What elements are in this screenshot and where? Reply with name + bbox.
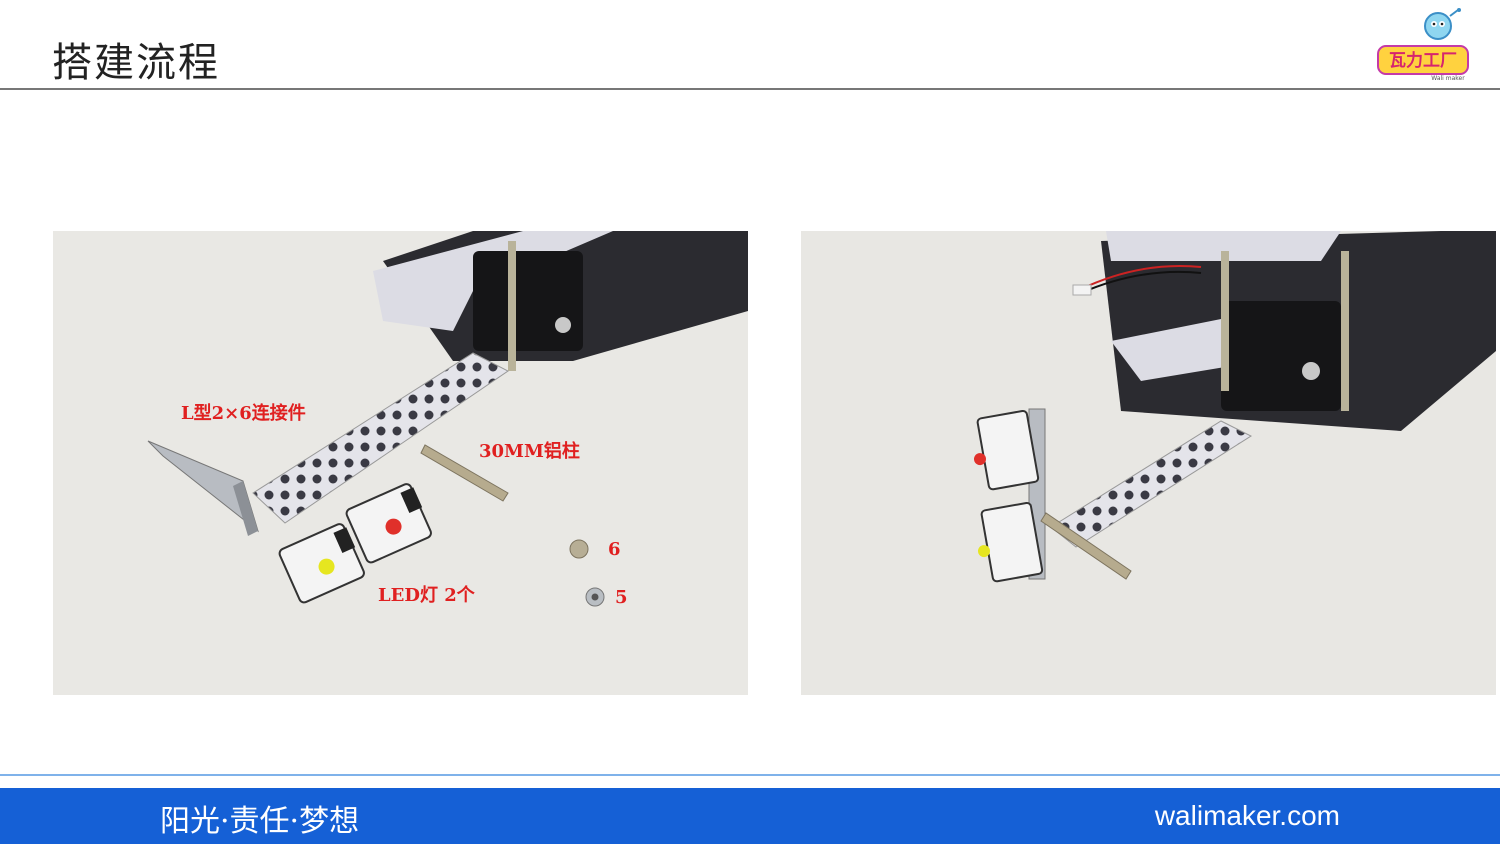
svg-text:瓦力工厂: 瓦力工厂 bbox=[1389, 50, 1457, 71]
svg-text:Wali maker: Wali maker bbox=[1431, 75, 1465, 82]
label-l-connector: L型2×6连接件 bbox=[181, 403, 306, 424]
label-nut-count: 5 bbox=[615, 587, 628, 608]
footer-slogan: 阳光·责任·梦想 bbox=[160, 804, 360, 839]
label-led: LED灯 2个 bbox=[378, 585, 475, 606]
footer-divider bbox=[0, 774, 1500, 776]
label-screw-count: 6 bbox=[608, 539, 621, 560]
label-pillar: 30MM铝柱 bbox=[479, 441, 580, 462]
footer-bar: 阳光·责任·梦想 walimaker.com bbox=[0, 788, 1500, 844]
brand-logo: 瓦力工厂 Wali maker bbox=[1376, 8, 1472, 82]
assembled-photo bbox=[801, 231, 1496, 695]
header-divider bbox=[0, 88, 1500, 90]
page-title: 搭建流程 bbox=[52, 40, 220, 86]
parts-photo: L型2×6连接件 30MM铝柱 6 LED灯 2个 5 bbox=[53, 231, 748, 695]
footer-website[interactable]: walimaker.com bbox=[1154, 800, 1340, 831]
